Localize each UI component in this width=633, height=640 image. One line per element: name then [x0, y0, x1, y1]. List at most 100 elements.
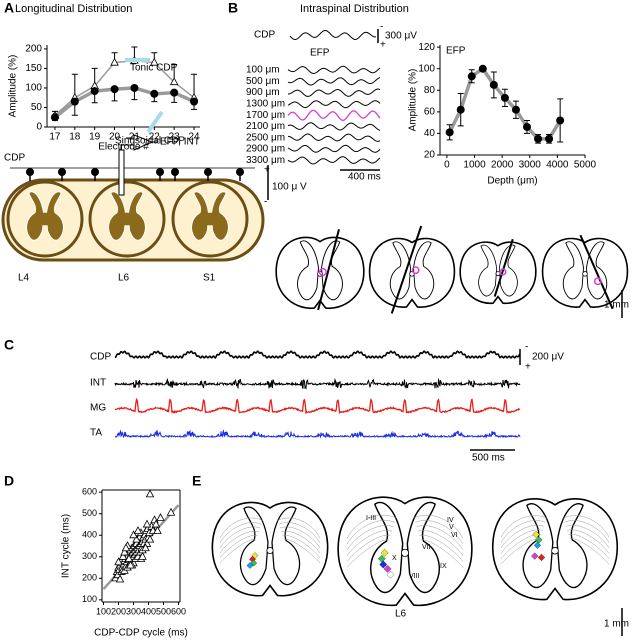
- y-tick-label: 80: [424, 85, 436, 96]
- horn: [478, 244, 498, 297]
- x-tick-label: 600: [171, 606, 186, 616]
- x-axis-label: CDP-CDP cycle (ms): [94, 628, 188, 639]
- marker: [121, 543, 131, 552]
- marker: [142, 519, 152, 528]
- trace-label: EFP: [310, 48, 330, 59]
- x-tick-label: 19: [89, 132, 101, 143]
- lamina-label: IV: [447, 517, 454, 524]
- electrode: [26, 168, 34, 176]
- y-tick-label: 200: [25, 44, 42, 55]
- marker: [556, 116, 565, 125]
- lamina: [416, 525, 464, 551]
- lamina: [500, 520, 546, 543]
- site-marker: [386, 570, 395, 579]
- marker: [133, 526, 143, 534]
- x-tick-label: 500: [156, 606, 171, 616]
- polarity: -: [380, 22, 383, 33]
- cross-section: [368, 225, 456, 314]
- marker: [90, 87, 99, 96]
- marker: [120, 547, 129, 556]
- y-tick-label: 500: [82, 508, 97, 518]
- x-tick-label: 23: [169, 132, 181, 143]
- y-tick-label: 20: [424, 150, 436, 161]
- site-marker: [246, 562, 254, 569]
- marker: [545, 134, 554, 143]
- marker: [190, 97, 199, 106]
- horn: [556, 503, 588, 589]
- x-axis-label: Electrode #: [98, 142, 149, 153]
- segment-label: L6: [118, 273, 130, 284]
- depth-label: 2500 μm: [246, 132, 285, 143]
- horn: [321, 240, 343, 301]
- y-tick-label: 100: [25, 83, 42, 94]
- commissure: [41, 212, 49, 226]
- marker: [534, 134, 543, 143]
- lamina: [346, 520, 395, 545]
- lamina: [283, 538, 321, 564]
- site-marker: [533, 541, 542, 549]
- chart-title: Longitudinal Distribution: [15, 3, 132, 15]
- polarity: +: [264, 165, 270, 176]
- electrode: [171, 168, 179, 176]
- y-tick-label: 200: [82, 573, 97, 583]
- electrode: [58, 168, 66, 176]
- central-canal: [582, 271, 588, 277]
- site-marker: [383, 565, 392, 573]
- lamina: [500, 524, 545, 549]
- marker: [129, 530, 138, 539]
- electrode: [91, 168, 99, 176]
- central-canal: [400, 548, 410, 557]
- efp-trace: [287, 109, 381, 121]
- lamina-label: X: [392, 555, 397, 562]
- lamina: [419, 535, 464, 562]
- lamina: [565, 524, 610, 549]
- efp-trace: [287, 133, 381, 142]
- x-tick-label: 5000: [574, 160, 597, 171]
- horn: [297, 240, 319, 301]
- marker: [511, 105, 520, 114]
- int-trace: [114, 377, 521, 390]
- scale-label: 1 mm: [604, 619, 629, 630]
- x-tick-label: 300: [126, 606, 141, 616]
- y-tick-label: 40: [424, 128, 436, 139]
- marker: [150, 57, 159, 66]
- marker: [489, 80, 498, 89]
- commissure: [123, 212, 131, 226]
- lamina: [219, 526, 261, 549]
- x-tick-label: 400: [141, 606, 156, 616]
- site-marker: [537, 553, 546, 562]
- segment-label: L4: [18, 273, 30, 284]
- trace-label: INT: [90, 378, 106, 389]
- cross-section: [337, 496, 473, 607]
- cross-section: [211, 501, 329, 597]
- site-marker: [531, 552, 539, 560]
- lamina: [219, 522, 262, 544]
- scale-label: 300 μV: [385, 31, 417, 42]
- marker: [115, 574, 125, 583]
- gray-matter: [562, 241, 608, 300]
- panel-label: A: [4, 0, 14, 16]
- central-canal: [266, 546, 274, 555]
- recording-site: [593, 277, 602, 286]
- marker: [138, 551, 147, 560]
- gray-matter: [26, 191, 64, 241]
- y-tick-label: 300: [82, 551, 97, 561]
- horn: [26, 191, 45, 241]
- cross-section: [492, 498, 618, 601]
- trace-label: CDP: [90, 352, 111, 363]
- panel-label: C: [4, 337, 14, 353]
- annotation-arrow: [146, 110, 164, 134]
- marker: [132, 534, 141, 543]
- marker: [456, 105, 465, 114]
- y-axis-label: Amplitude (%): [8, 55, 19, 118]
- marker: [500, 93, 509, 102]
- x-tick-label: 100: [96, 606, 111, 616]
- lamina: [567, 529, 610, 554]
- electrode-track: [579, 234, 614, 310]
- marker: [169, 77, 179, 86]
- y-tick-label: 50: [31, 102, 43, 113]
- central-canal: [551, 546, 559, 555]
- lamina: [415, 520, 464, 545]
- horn: [369, 501, 404, 594]
- scale-label: 1 mm: [604, 300, 629, 311]
